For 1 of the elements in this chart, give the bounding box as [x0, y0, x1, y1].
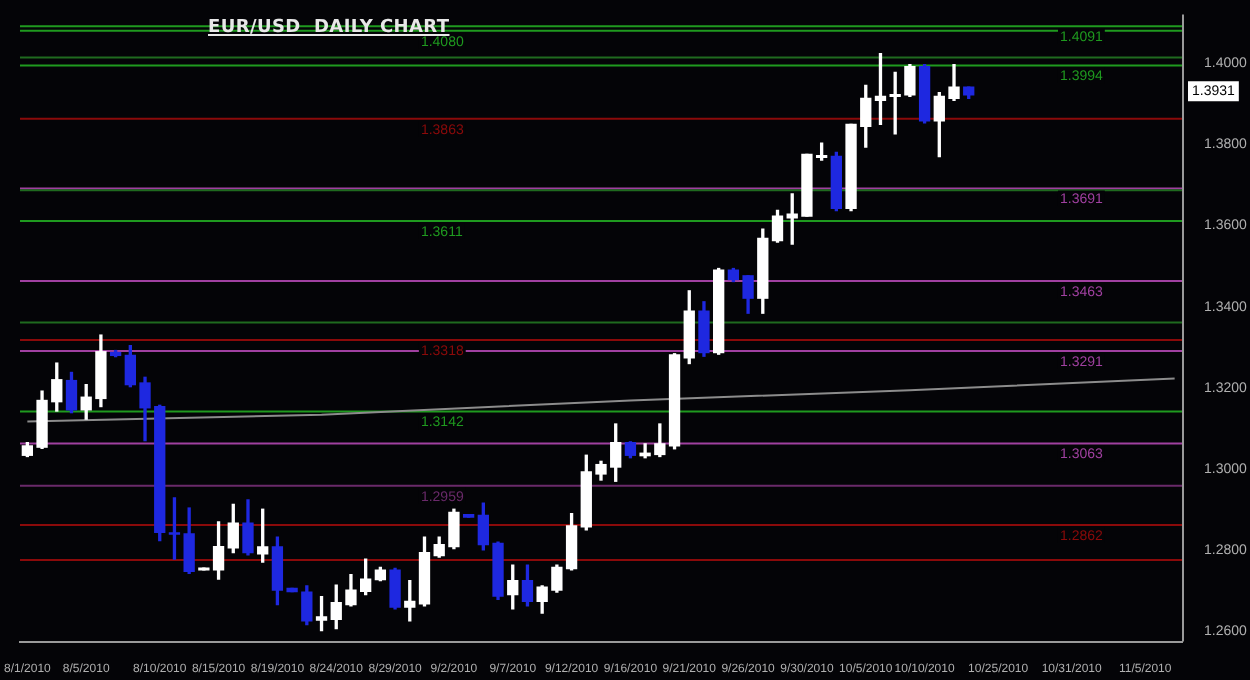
chart-title: EUR/USD DAILY CHART	[208, 18, 450, 38]
